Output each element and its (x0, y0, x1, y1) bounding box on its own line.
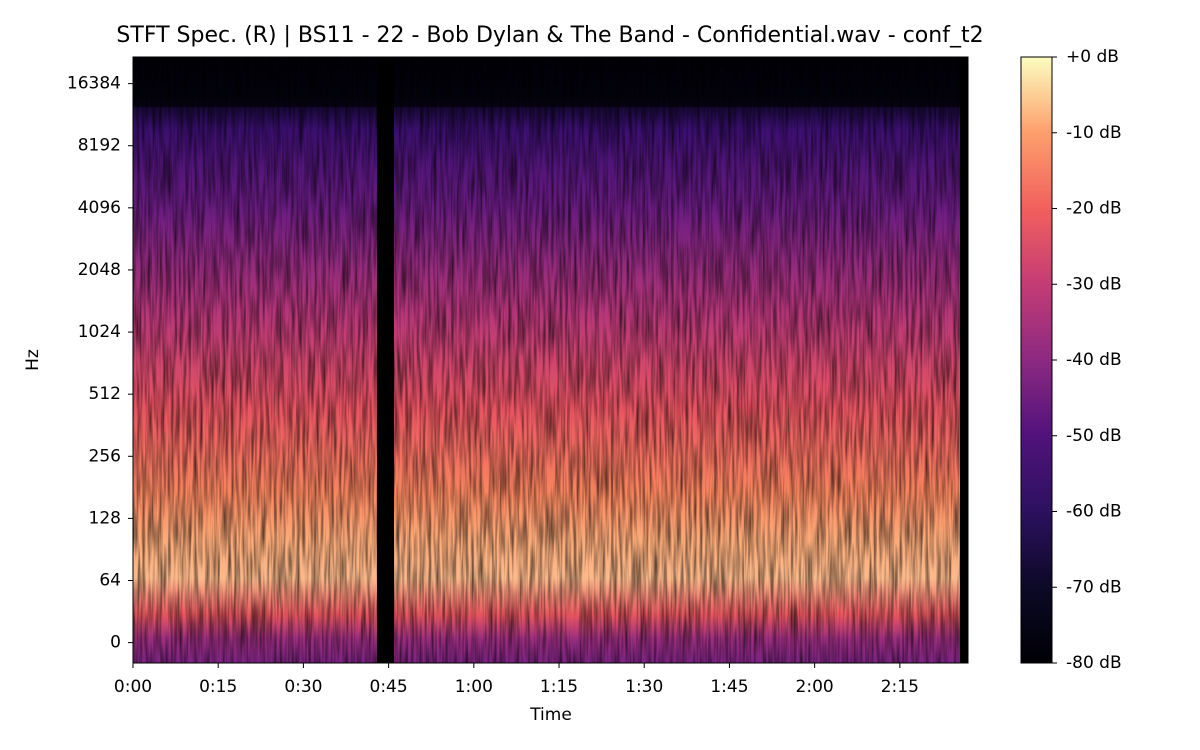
x-tick-label: 0:15 (199, 677, 237, 697)
colorbar-tick-label: -80 dB (1066, 653, 1122, 673)
x-tick-label: 0:45 (370, 677, 408, 697)
x-tick-label: 1:00 (455, 677, 493, 697)
y-axis-label: Hz (23, 349, 43, 371)
x-tick-label: 1:30 (625, 677, 663, 697)
x-tick-label: 0:00 (114, 677, 152, 697)
y-tick-label: 4096 (78, 198, 121, 218)
colorbar-tick-label: -30 dB (1066, 274, 1122, 294)
y-tick-label: 8192 (78, 136, 121, 156)
y-tick-label: 128 (89, 508, 121, 528)
y-tick-label: 2048 (78, 260, 121, 280)
colorbar-tick-label: -50 dB (1066, 426, 1122, 446)
colorbar-tick-label: -60 dB (1066, 502, 1122, 522)
y-tick-label: 512 (89, 384, 121, 404)
colorbar-tick-label: -40 dB (1066, 350, 1122, 370)
y-tick-label: 1024 (78, 322, 121, 342)
y-tick-label: 64 (99, 571, 121, 591)
x-tick-label: 1:45 (710, 677, 748, 697)
x-tick-label: 0:30 (284, 677, 322, 697)
x-tick-label: 2:00 (796, 677, 834, 697)
colorbar-tick-label: -20 dB (1066, 199, 1122, 219)
colorbar (1020, 56, 1053, 664)
x-axis-label: Time (529, 705, 572, 725)
colorbar-tick-label: -10 dB (1066, 123, 1122, 143)
spectrogram-image (133, 57, 968, 663)
colorbar-tick-label: -70 dB (1066, 577, 1122, 597)
plot-frame (132, 56, 969, 664)
x-tick-label: 1:15 (540, 677, 578, 697)
y-tick-label: 16384 (67, 74, 121, 94)
y-tick-label: 0 (110, 633, 121, 653)
chart-title: STFT Spec. (R) | BS11 - 22 - Bob Dylan &… (116, 23, 983, 48)
y-tick-label: 256 (89, 446, 121, 466)
colorbar-tick-label: +0 dB (1066, 47, 1119, 67)
x-tick-label: 2:15 (881, 677, 919, 697)
